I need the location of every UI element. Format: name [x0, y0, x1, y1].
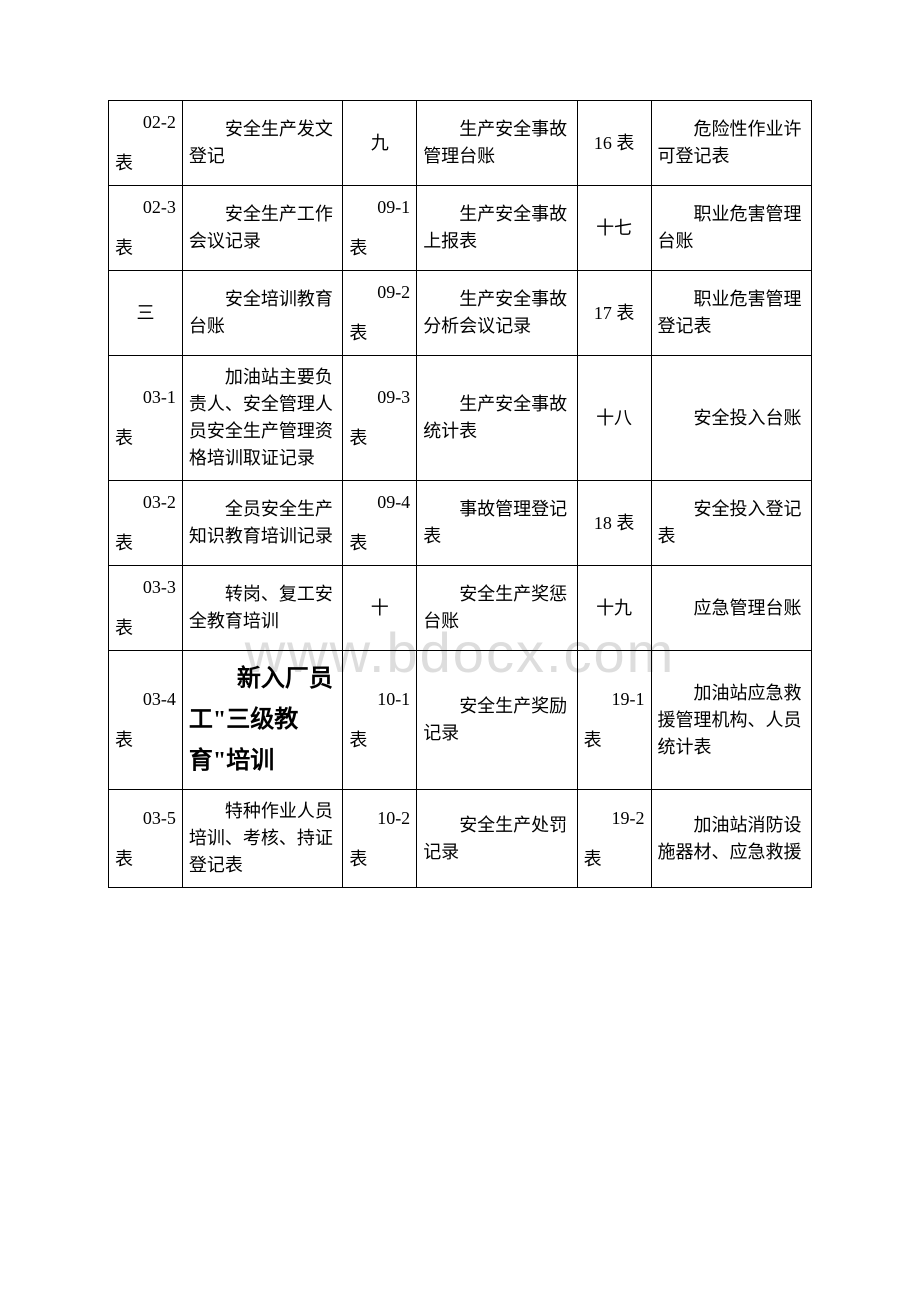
- c3: 十九: [577, 566, 651, 651]
- c2: 09-4表: [343, 481, 417, 566]
- c1: 02-3表: [109, 186, 183, 271]
- code-value: 17 表: [594, 303, 635, 323]
- code-prefix: 表: [115, 713, 176, 754]
- code-prefix: 表: [349, 516, 410, 557]
- c2: 九: [343, 101, 417, 186]
- code-value: 02-2: [143, 109, 176, 136]
- code-value: 09-3: [377, 384, 410, 411]
- code-prefix: 表: [115, 221, 176, 262]
- code-prefix: 表: [349, 306, 410, 347]
- c3: 19-1表: [577, 651, 651, 790]
- code-value: 09-2: [377, 279, 410, 306]
- desc-cell: 生产安全事故上报表: [417, 186, 577, 271]
- table-row: 03-4表新入厂员工"三级教育"培训10-1表安全生产奖励记录19-1表加油站应…: [109, 651, 812, 790]
- c1: 03-1表: [109, 356, 183, 481]
- desc-cell: 应急管理台账: [651, 566, 812, 651]
- code-value: 19-1: [612, 686, 645, 713]
- table-row: 03-1表加油站主要负责人、安全管理人员安全生产管理资格培训取证记录09-3表生…: [109, 356, 812, 481]
- c2: 十: [343, 566, 417, 651]
- c2: 09-2表: [343, 271, 417, 356]
- c1: 03-5表: [109, 790, 183, 888]
- desc-cell: 加油站主要负责人、安全管理人员安全生产管理资格培训取证记录: [182, 356, 342, 481]
- code-value: 十: [371, 598, 389, 618]
- c2: 09-3表: [343, 356, 417, 481]
- c3: 18 表: [577, 481, 651, 566]
- desc-cell: 加油站消防设施器材、应急救援: [651, 790, 812, 888]
- desc-cell: 生产安全事故分析会议记录: [417, 271, 577, 356]
- c2: 09-1表: [343, 186, 417, 271]
- code-prefix: 表: [115, 411, 176, 452]
- desc-cell: 转岗、复工安全教育培训: [182, 566, 342, 651]
- c1: 02-2表: [109, 101, 183, 186]
- desc-cell: 职业危害管理台账: [651, 186, 812, 271]
- c3: 19-2表: [577, 790, 651, 888]
- table-row: 03-5表特种作业人员培训、考核、持证登记表10-2表安全生产处罚记录19-2表…: [109, 790, 812, 888]
- code-value: 03-3: [143, 574, 176, 601]
- desc-cell: 安全生产奖惩台账: [417, 566, 577, 651]
- desc-cell: 安全投入登记表: [651, 481, 812, 566]
- code-value: 09-4: [377, 489, 410, 516]
- c1: 03-3表: [109, 566, 183, 651]
- c2: 10-1表: [343, 651, 417, 790]
- desc-cell: 安全生产处罚记录: [417, 790, 577, 888]
- desc-cell: 加油站应急救援管理机构、人员统计表: [651, 651, 812, 790]
- code-value: 十七: [596, 218, 632, 238]
- code-prefix: 表: [349, 832, 410, 873]
- document-table: 02-2表安全生产发文登记九生产安全事故管理台账16 表危险性作业许可登记表02…: [108, 100, 812, 888]
- c2: 10-2表: [343, 790, 417, 888]
- code-value: 三: [136, 303, 154, 323]
- table-row: 03-2表全员安全生产知识教育培训记录09-4表事故管理登记表18 表安全投入登…: [109, 481, 812, 566]
- desc-cell: 生产安全事故管理台账: [417, 101, 577, 186]
- code-value: 03-2: [143, 489, 176, 516]
- c3: 16 表: [577, 101, 651, 186]
- code-value: 10-1: [377, 686, 410, 713]
- code-value: 10-2: [377, 805, 410, 832]
- table-row: 三安全培训教育台账09-2表生产安全事故分析会议记录17 表职业危害管理登记表: [109, 271, 812, 356]
- code-value: 九: [371, 133, 389, 153]
- desc-cell: 安全生产奖励记录: [417, 651, 577, 790]
- code-prefix: 表: [584, 713, 645, 754]
- code-value: 18 表: [594, 513, 635, 533]
- code-value: 19-2: [612, 805, 645, 832]
- desc-cell: 特种作业人员培训、考核、持证登记表: [182, 790, 342, 888]
- c3: 十八: [577, 356, 651, 481]
- code-value: 09-1: [377, 194, 410, 221]
- code-prefix: 表: [349, 221, 410, 262]
- desc-cell: 危险性作业许可登记表: [651, 101, 812, 186]
- code-value: 16 表: [594, 133, 635, 153]
- code-value: 十九: [596, 598, 632, 618]
- table-row: 02-3表安全生产工作会议记录09-1表生产安全事故上报表十七职业危害管理台账: [109, 186, 812, 271]
- code-value: 03-4: [143, 686, 176, 713]
- desc-cell: 安全生产发文登记: [182, 101, 342, 186]
- table-row: 03-3表转岗、复工安全教育培训 十 安全生产奖惩台账十九应急管理台账: [109, 566, 812, 651]
- desc-cell: 生产安全事故统计表: [417, 356, 577, 481]
- desc-cell: 安全培训教育台账: [182, 271, 342, 356]
- code-value: 02-3: [143, 194, 176, 221]
- code-prefix: 表: [115, 516, 176, 557]
- c3: 十七: [577, 186, 651, 271]
- c1: 03-2表: [109, 481, 183, 566]
- table-row: 02-2表安全生产发文登记 九 生产安全事故管理台账 16 表危险性作业许可登记表: [109, 101, 812, 186]
- c1: 03-4表: [109, 651, 183, 790]
- code-prefix: 表: [115, 601, 176, 642]
- desc-cell: 新入厂员工"三级教育"培训: [182, 651, 342, 790]
- desc-cell: 职业危害管理登记表: [651, 271, 812, 356]
- code-value: 十八: [596, 408, 632, 428]
- code-prefix: 表: [584, 832, 645, 873]
- c3: 17 表: [577, 271, 651, 356]
- desc-cell: 全员安全生产知识教育培训记录: [182, 481, 342, 566]
- code-prefix: 表: [349, 713, 410, 754]
- c1: 三: [109, 271, 183, 356]
- code-prefix: 表: [349, 411, 410, 452]
- code-value: 03-5: [143, 805, 176, 832]
- code-prefix: 表: [115, 136, 176, 177]
- desc-cell: 安全投入台账: [651, 356, 812, 481]
- desc-cell: 安全生产工作会议记录: [182, 186, 342, 271]
- code-prefix: 表: [115, 832, 176, 873]
- desc-cell: 事故管理登记表: [417, 481, 577, 566]
- code-value: 03-1: [143, 384, 176, 411]
